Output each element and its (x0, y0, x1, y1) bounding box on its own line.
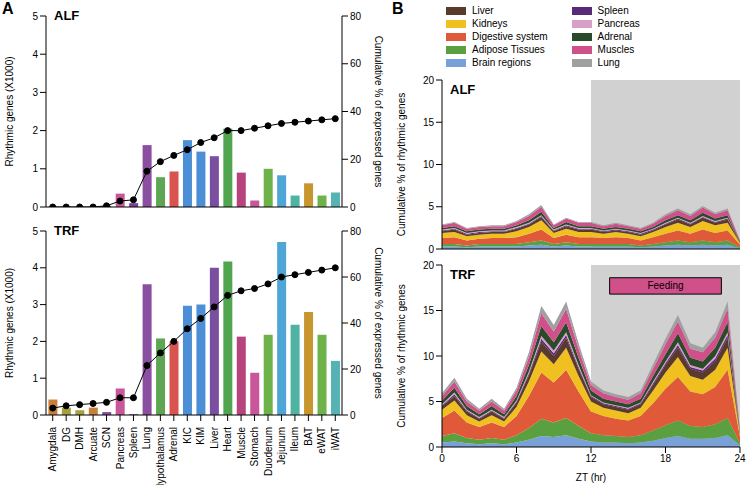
html-text:B: B (392, 0, 404, 17)
svg-text:18: 18 (660, 453, 672, 464)
svg-text:5: 5 (32, 11, 38, 22)
html-text:Digestive system: Digestive system (472, 31, 548, 42)
svg-text:24: 24 (734, 453, 744, 464)
svg-text:KIC: KIC (182, 427, 193, 444)
svg-text:Heart: Heart (222, 427, 233, 452)
svg-text:12: 12 (585, 453, 597, 464)
svg-text:Feeding: Feeding (647, 280, 683, 291)
svg-text:20: 20 (423, 260, 435, 271)
svg-text:60: 60 (350, 58, 362, 69)
svg-text:ZT (hr): ZT (hr) (576, 472, 606, 483)
svg-text:20: 20 (423, 75, 435, 86)
svg-text:0: 0 (350, 410, 356, 421)
svg-text:40: 40 (350, 318, 362, 329)
svg-text:1: 1 (32, 373, 38, 384)
svg-text:0: 0 (428, 442, 434, 453)
html-text:Pancreas: Pancreas (597, 18, 640, 29)
svg-text:Cumulative % of expressed gene: Cumulative % of expressed genes (373, 36, 384, 188)
svg-text:10: 10 (423, 351, 435, 362)
html-text:Lung: Lung (597, 57, 620, 68)
svg-text:2: 2 (32, 336, 38, 347)
svg-text:0: 0 (428, 244, 434, 255)
svg-text:0: 0 (32, 202, 38, 213)
svg-text:80: 80 (350, 11, 362, 22)
svg-text:4: 4 (32, 49, 38, 60)
svg-text:Lung: Lung (141, 427, 152, 449)
html-text:Kidneys: Kidneys (472, 18, 508, 29)
html-text:Spleen: Spleen (597, 5, 629, 16)
svg-text:Hypothalamus: Hypothalamus (155, 427, 166, 485)
html-text:ALF: ALF (54, 8, 80, 23)
html-text:Brain regions: Brain regions (472, 57, 531, 68)
svg-text:Cumulative % of rhythmic genes: Cumulative % of rhythmic genes (396, 93, 407, 236)
svg-text:20: 20 (350, 154, 362, 165)
svg-text:Duodenum: Duodenum (263, 427, 274, 476)
html-text:Adrenal: Adrenal (597, 31, 632, 42)
svg-text:Arcuate: Arcuate (88, 427, 99, 462)
svg-text:Adrenal: Adrenal (168, 427, 179, 461)
svg-text:Ileum: Ileum (289, 427, 300, 451)
svg-text:15: 15 (423, 117, 435, 128)
svg-text:iWAT: iWAT (330, 427, 341, 450)
svg-text:80: 80 (350, 226, 362, 237)
svg-text:Rhythmic genes (X1000): Rhythmic genes (X1000) (8, 268, 15, 378)
svg-text:KIM: KIM (195, 427, 206, 445)
svg-text:4: 4 (32, 262, 38, 273)
svg-text:Muscle: Muscle (236, 427, 247, 459)
svg-text:0: 0 (32, 410, 38, 421)
svg-text:2: 2 (32, 125, 38, 136)
svg-text:Pancreas: Pancreas (115, 427, 126, 469)
svg-text:Cumulative % of expressed gene: Cumulative % of expressed genes (373, 247, 384, 399)
svg-text:5: 5 (32, 226, 38, 237)
svg-text:15: 15 (423, 305, 435, 316)
svg-text:1: 1 (32, 163, 38, 174)
svg-text:eWAT: eWAT (316, 427, 327, 454)
html-text:A: A (2, 0, 14, 17)
svg-text:5: 5 (428, 396, 434, 407)
svg-text:DG: DG (61, 427, 72, 442)
html-text:Adipose Tissues: Adipose Tissues (472, 44, 545, 55)
svg-text:3: 3 (32, 87, 38, 98)
svg-text:60: 60 (350, 272, 362, 283)
svg-text:3: 3 (32, 299, 38, 310)
svg-text:20: 20 (350, 364, 362, 375)
svg-text:10: 10 (423, 159, 435, 170)
html-text:TRF: TRF (54, 223, 80, 238)
html-text:ALF: ALF (450, 82, 476, 97)
svg-text:Amygdala: Amygdala (47, 427, 58, 472)
svg-text:40: 40 (350, 106, 362, 117)
svg-text:Jejunum: Jejunum (276, 427, 287, 465)
svg-text:BAT: BAT (303, 427, 314, 446)
html-text:Liver: Liver (472, 5, 494, 16)
svg-text:Stomach: Stomach (249, 427, 260, 466)
svg-text:Cumulative % of rhythmic genes: Cumulative % of rhythmic genes (396, 284, 407, 427)
svg-text:Spleen: Spleen (128, 427, 139, 458)
svg-text:DMH: DMH (74, 427, 85, 450)
html-text:Muscles: Muscles (597, 44, 635, 55)
svg-text:6: 6 (514, 453, 520, 464)
svg-text:Rhythmic genes (X1000): Rhythmic genes (X1000) (8, 56, 15, 166)
svg-text:0: 0 (350, 202, 356, 213)
svg-text:SCN: SCN (101, 427, 112, 448)
svg-text:Liver: Liver (209, 426, 220, 448)
html-text:TRF: TRF (450, 267, 476, 282)
svg-text:5: 5 (428, 201, 434, 212)
svg-text:0: 0 (439, 453, 445, 464)
